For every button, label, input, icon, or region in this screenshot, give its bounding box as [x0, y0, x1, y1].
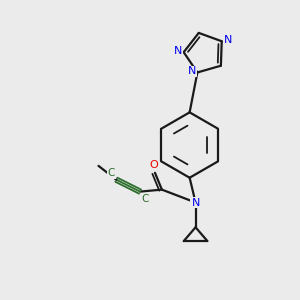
Text: C: C	[141, 194, 149, 203]
Text: C: C	[108, 168, 115, 178]
Text: O: O	[150, 160, 158, 170]
Text: N: N	[191, 197, 200, 208]
Text: N: N	[174, 46, 182, 56]
Text: N: N	[188, 67, 196, 76]
Text: N: N	[224, 35, 232, 45]
